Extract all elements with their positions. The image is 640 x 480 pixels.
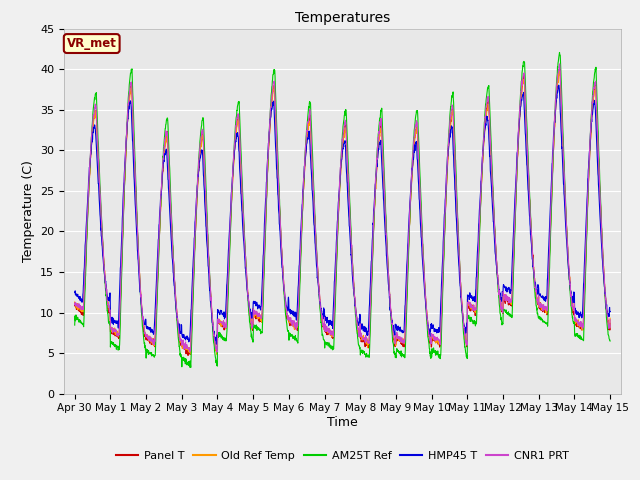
AM25T Ref (556, 49, 563, 55)
Panel T (184, 353, 192, 359)
Line: CNR1 PRT: CNR1 PRT (75, 64, 610, 352)
CNR1 PRT (220, 322, 228, 327)
Text: VR_met: VR_met (67, 37, 116, 50)
Old Ref Temp (606, 315, 614, 321)
HMP45 T (71, 290, 79, 296)
Panel T (498, 309, 506, 315)
AM25T Ref (71, 322, 79, 328)
Old Ref Temp (574, 321, 582, 326)
Line: Panel T: Panel T (75, 69, 610, 356)
Y-axis label: Temperature (C): Temperature (C) (22, 160, 35, 262)
AM25T Ref (358, 348, 365, 353)
Panel T (559, 145, 567, 151)
Panel T (358, 337, 365, 343)
AM25T Ref (559, 136, 567, 142)
Old Ref Temp (220, 323, 228, 328)
Panel T (71, 300, 79, 305)
Panel T (606, 321, 614, 326)
Old Ref Temp (212, 351, 220, 357)
Panel T (370, 228, 378, 234)
CNR1 PRT (556, 61, 564, 67)
HMP45 T (559, 173, 567, 179)
CNR1 PRT (574, 319, 582, 324)
CNR1 PRT (559, 148, 567, 154)
Line: Old Ref Temp: Old Ref Temp (75, 71, 610, 354)
Old Ref Temp (498, 307, 506, 312)
Legend: Panel T, Old Ref Temp, AM25T Ref, HMP45 T, CNR1 PRT: Panel T, Old Ref Temp, AM25T Ref, HMP45 … (112, 446, 573, 466)
HMP45 T (358, 324, 365, 329)
Old Ref Temp (358, 334, 365, 339)
AM25T Ref (187, 365, 195, 371)
HMP45 T (212, 341, 220, 347)
Old Ref Temp (71, 299, 79, 305)
Title: Temperatures: Temperatures (295, 11, 390, 25)
CNR1 PRT (370, 223, 378, 228)
Old Ref Temp (370, 226, 378, 231)
Old Ref Temp (559, 155, 567, 160)
HMP45 T (606, 309, 614, 314)
Old Ref Temp (556, 68, 564, 73)
AM25T Ref (220, 338, 228, 344)
CNR1 PRT (358, 333, 365, 339)
Panel T (556, 66, 564, 72)
CNR1 PRT (213, 349, 221, 355)
CNR1 PRT (498, 308, 506, 314)
AM25T Ref (370, 230, 378, 236)
Panel T (220, 327, 228, 333)
HMP45 T (574, 312, 582, 317)
X-axis label: Time: Time (327, 416, 358, 429)
CNR1 PRT (606, 317, 614, 323)
Panel T (574, 321, 582, 327)
Line: HMP45 T: HMP45 T (75, 85, 610, 344)
HMP45 T (555, 82, 563, 88)
Line: AM25T Ref: AM25T Ref (75, 52, 610, 368)
CNR1 PRT (71, 301, 79, 307)
HMP45 T (220, 312, 228, 318)
AM25T Ref (574, 334, 582, 339)
HMP45 T (498, 295, 506, 301)
AM25T Ref (498, 322, 506, 328)
HMP45 T (370, 211, 378, 217)
AM25T Ref (606, 338, 614, 344)
